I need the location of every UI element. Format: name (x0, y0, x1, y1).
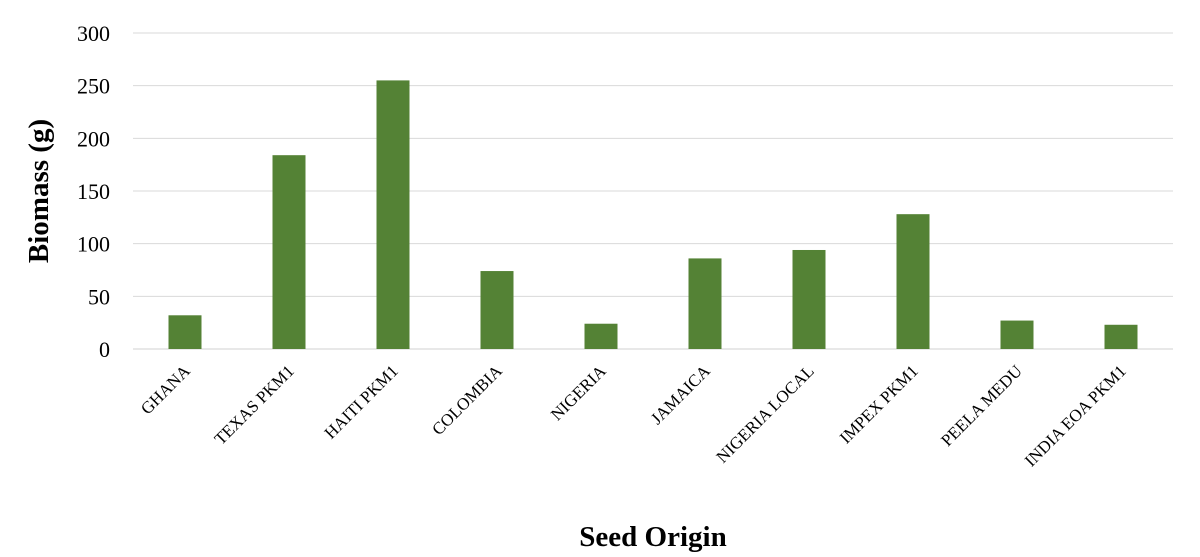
x-tick-label: GHANA (137, 361, 194, 418)
bar-texas-pkm1 (272, 155, 306, 349)
x-axis-ticks: GHANA TEXAS PKM1 HAITI PKM1 COLOMBIA NIGERIA… (137, 361, 1130, 470)
bar-impex-pkm1 (896, 214, 930, 349)
bar-jamaica (688, 258, 722, 349)
bar-colombia (480, 271, 514, 349)
bar-ghana (168, 315, 202, 349)
y-tick-label: 100 (77, 232, 110, 257)
y-tick-label: 250 (77, 74, 110, 99)
x-tick-label: TEXAS PKM1 (211, 361, 298, 448)
y-tick-label: 0 (99, 337, 110, 362)
x-tick-label: IMPEX PKM1 (836, 361, 922, 447)
x-tick-label: PEELA MEDU (937, 361, 1026, 450)
bar-peela-medu (1000, 320, 1034, 349)
x-tick-label: HAITI PKM1 (321, 361, 402, 442)
y-axis-ticks: 0 50 100 150 200 250 300 (77, 21, 110, 362)
y-tick-label: 200 (77, 126, 110, 151)
y-tick-label: 150 (77, 179, 110, 204)
y-axis-title: Biomass (g) (23, 119, 55, 263)
x-axis-title: Seed Origin (579, 521, 726, 553)
gridlines (133, 32, 1173, 350)
x-tick-label: COLOMBIA (428, 361, 506, 439)
x-tick-label: NIGERIA LOCAL (713, 361, 818, 466)
bar-nigeria (584, 323, 618, 349)
x-tick-label: INDIA EOA PKM1 (1021, 361, 1130, 470)
bar-india-eoa-pkm1 (1104, 324, 1138, 349)
bars (168, 80, 1138, 350)
y-tick-label: 300 (77, 21, 110, 46)
bar-haiti-pkm1 (376, 80, 410, 350)
bar-nigeria-local (792, 249, 826, 349)
x-tick-label: NIGERIA (547, 361, 610, 424)
x-tick-label: JAMAICA (647, 361, 714, 428)
y-tick-label: 50 (88, 284, 110, 309)
